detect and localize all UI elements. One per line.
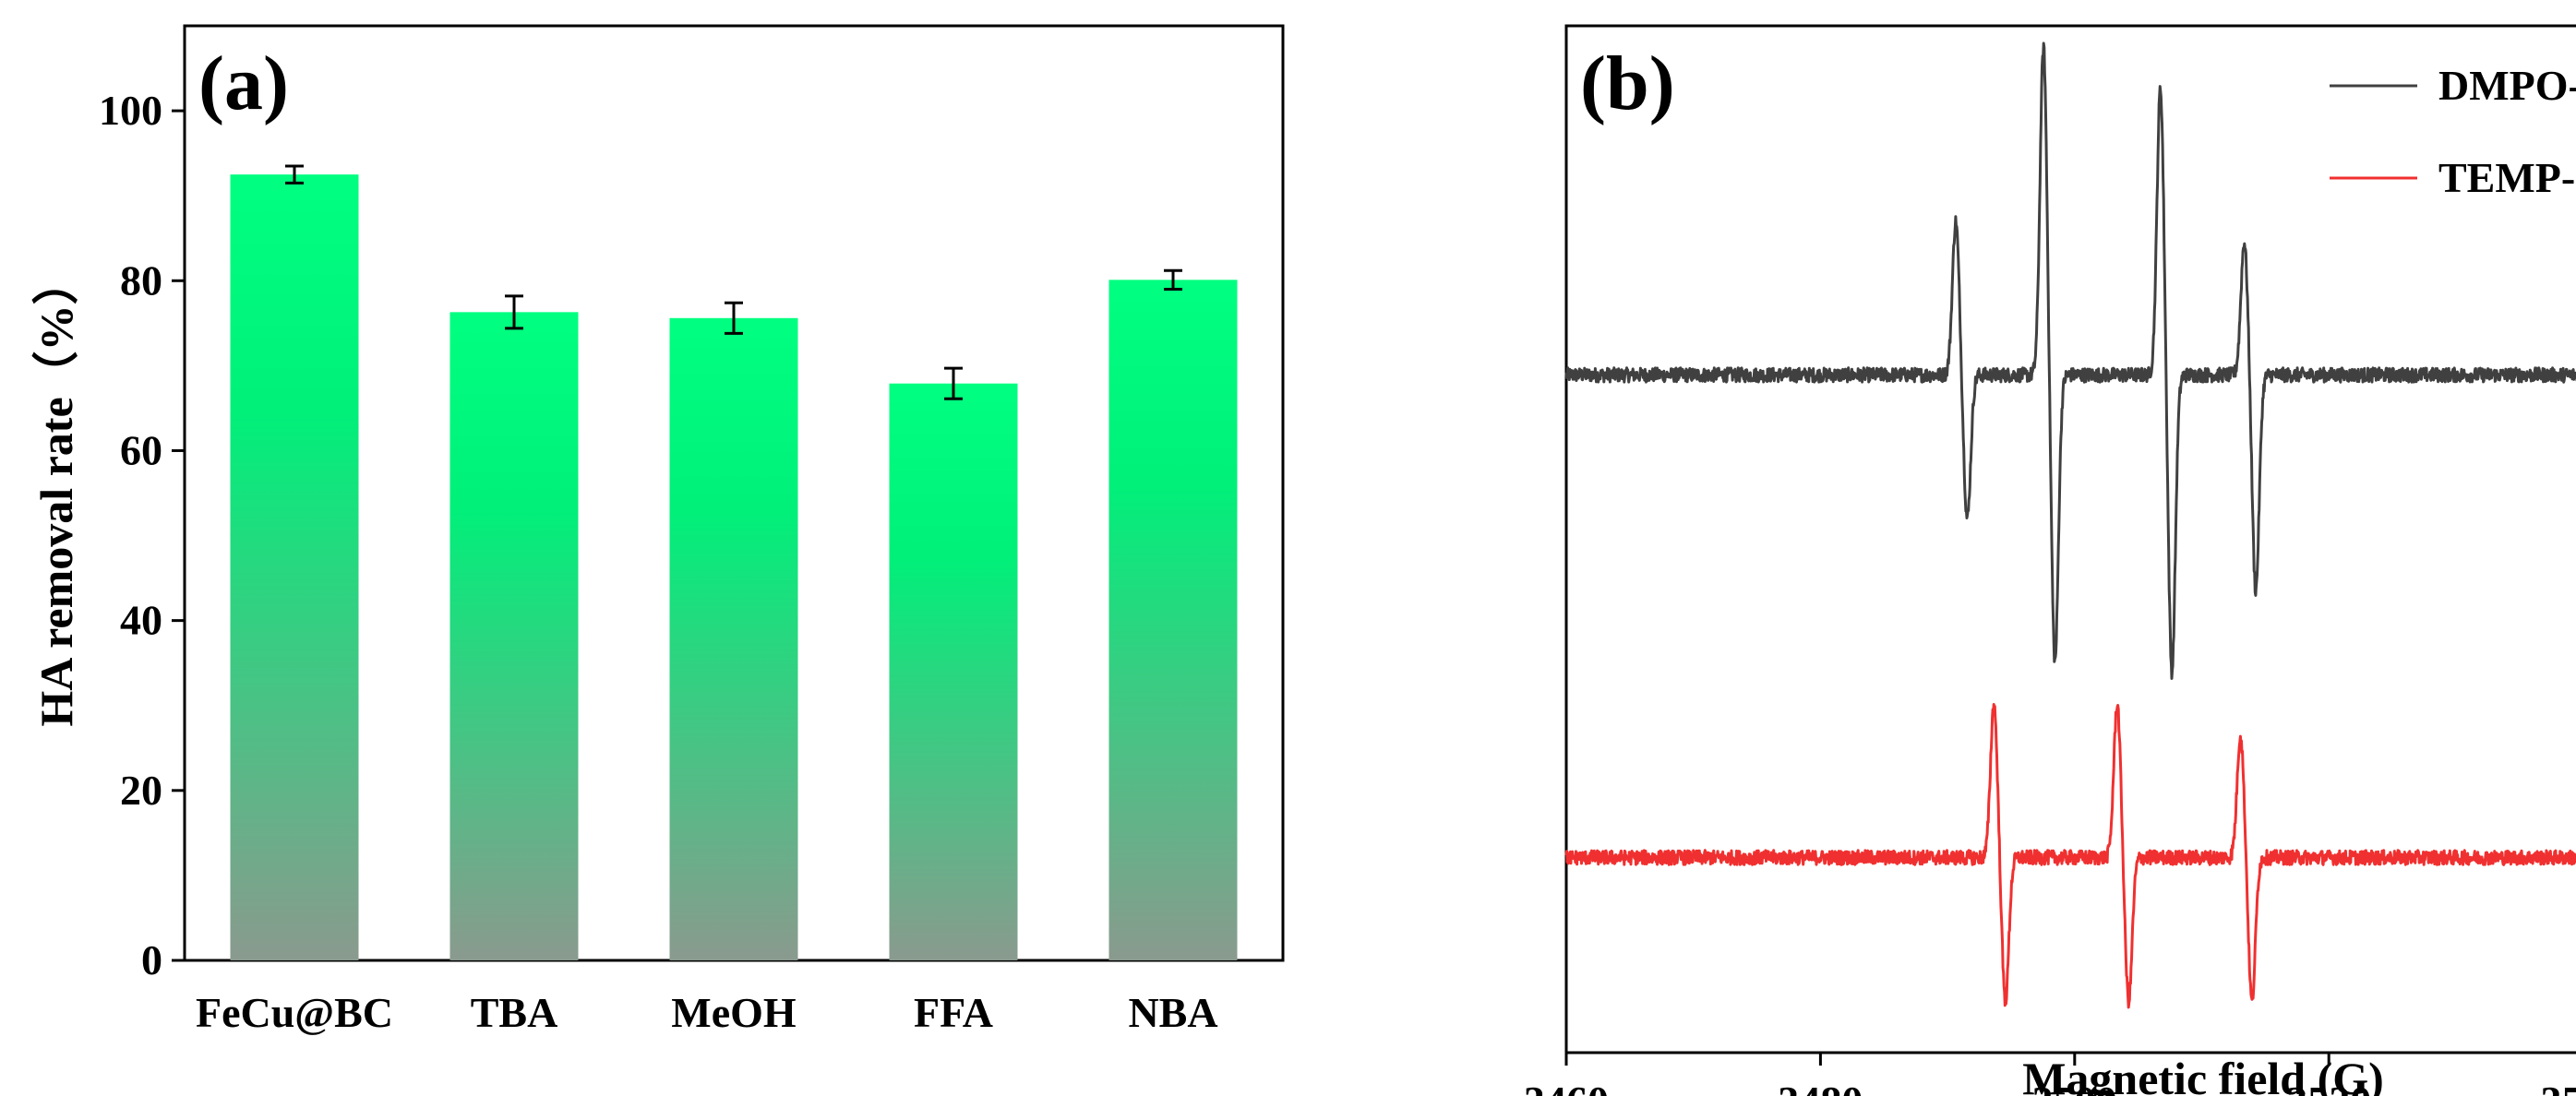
panel-b-x-axis-title: Magnetic field (G): [2022, 1053, 2384, 1096]
y-tick-label: 100: [99, 87, 162, 134]
x-tick-label: MeOH: [671, 989, 797, 1036]
bar-ffa: [889, 383, 1018, 960]
panel-a-x-axis: FeCu@BC TBA MeOH FFA NBA: [196, 989, 1218, 1036]
panel-a-label: (a): [198, 41, 289, 126]
panel-b-spectra: [1564, 42, 2576, 1009]
x-tick-label: NBA: [1128, 989, 1217, 1036]
bar-fecu-bc: [230, 174, 359, 961]
panel-a-y-axis: 0 20 40 60 80 100: [99, 87, 185, 983]
legend-label-0: DMPO-·OH: [2438, 62, 2576, 109]
legend-label-1: TEMP-¹O₂: [2438, 154, 2576, 201]
panel-a-bar-chart: (a) 0 20 40 60 80 100 FeCu@BC TBA MeOH FFA NBA HA…: [30, 24, 1285, 1036]
bar-meoh: [669, 317, 798, 960]
x-tick-label: TBA: [471, 989, 558, 1036]
x-tick-label: 3460: [1524, 1078, 1609, 1096]
bar-nba: [1108, 280, 1238, 960]
y-tick-label: 80: [120, 256, 162, 304]
panel-b-label: (b): [1580, 41, 1675, 126]
panel-b-plot-frame: [1564, 24, 2576, 1054]
spectrum-dmpo-oh: [1564, 42, 2576, 680]
panel-b-legend: DMPO-·OH TEMP-¹O₂: [2330, 62, 2576, 201]
y-tick-label: 20: [120, 767, 162, 814]
y-tick-label: 40: [120, 597, 162, 644]
x-tick-label: FeCu@BC: [196, 989, 393, 1036]
spectrum-temp-1o2: [1564, 703, 2576, 1009]
x-tick-label: 3520: [2286, 1078, 2371, 1096]
panel-b-x-axis: 346034803500352035403560: [1524, 1053, 2576, 1096]
x-tick-label: 3500: [2032, 1078, 2117, 1096]
x-tick-label: FFA: [914, 989, 993, 1036]
panel-b-epr-spectra: (b) 346034803500352035403560 Magnetic fi…: [1524, 24, 2576, 1096]
bar-tba: [449, 312, 579, 960]
x-tick-label: 3540: [2541, 1078, 2576, 1096]
panel-a-bars: [230, 164, 1238, 961]
y-tick-label: 0: [141, 936, 162, 983]
x-tick-label: 3480: [1778, 1078, 1863, 1096]
panel-a-y-axis-title: HA removal rate（%）: [30, 258, 82, 726]
y-tick-label: 60: [120, 426, 162, 473]
